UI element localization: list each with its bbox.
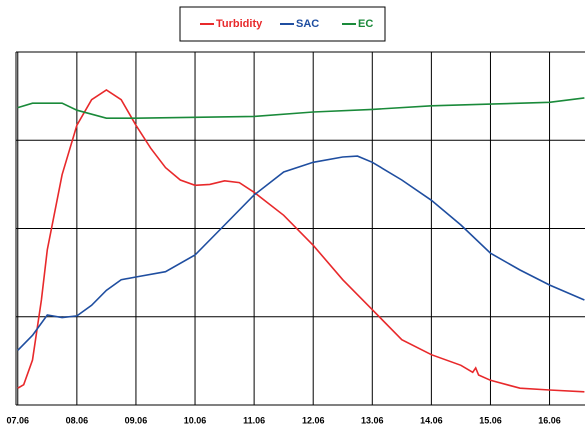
line bbox=[17, 88, 585, 393]
x-tick-label: 10.06 bbox=[184, 415, 207, 425]
x-tick-label: 12.06 bbox=[302, 415, 325, 425]
x-tick-label: 16.06 bbox=[538, 415, 561, 425]
legend-label: Turbidity bbox=[216, 18, 263, 30]
line bbox=[17, 97, 585, 119]
x-tick-label: 13.06 bbox=[361, 415, 384, 425]
line bbox=[17, 155, 585, 351]
x-tick-label: 07.06 bbox=[7, 415, 30, 425]
legend-label: SAC bbox=[296, 18, 319, 30]
x-tick-label: 11.06 bbox=[243, 415, 265, 425]
x-tick-label: 09.06 bbox=[125, 415, 148, 425]
x-tick-label: 08.06 bbox=[66, 415, 89, 425]
x-tick-label: 14.06 bbox=[420, 415, 443, 425]
x-tick-label: 15.06 bbox=[479, 415, 502, 425]
legend-label: EC bbox=[358, 18, 373, 30]
